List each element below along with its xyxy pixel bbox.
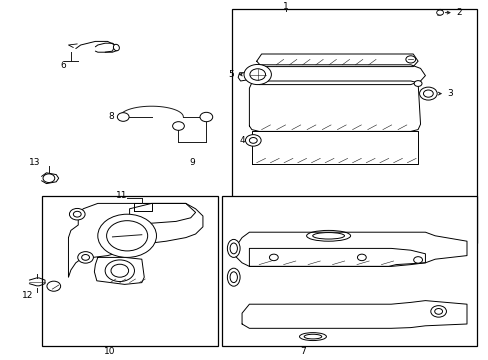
Text: 6: 6 (61, 61, 66, 70)
Text: 11: 11 (115, 191, 127, 199)
Circle shape (98, 214, 156, 257)
Text: 3: 3 (446, 89, 452, 98)
Circle shape (434, 309, 442, 314)
Text: 8: 8 (108, 112, 114, 121)
Text: 7: 7 (300, 346, 305, 356)
Circle shape (111, 264, 128, 277)
Circle shape (78, 252, 93, 263)
Circle shape (249, 138, 257, 143)
Circle shape (436, 10, 443, 15)
Circle shape (172, 122, 184, 130)
Text: 9: 9 (189, 158, 195, 167)
Circle shape (419, 87, 436, 100)
Circle shape (47, 281, 61, 291)
Circle shape (73, 211, 81, 217)
Ellipse shape (113, 44, 119, 51)
Circle shape (249, 69, 265, 80)
Circle shape (244, 64, 271, 85)
Text: 12: 12 (21, 291, 33, 300)
Circle shape (357, 254, 366, 261)
Ellipse shape (227, 268, 240, 286)
Bar (232, 9, 476, 243)
Ellipse shape (312, 233, 344, 239)
Ellipse shape (227, 239, 240, 257)
Circle shape (245, 135, 261, 146)
Circle shape (69, 208, 85, 220)
Circle shape (430, 306, 446, 317)
Text: 13: 13 (28, 158, 40, 167)
Circle shape (413, 81, 421, 86)
Circle shape (423, 90, 432, 97)
Text: 2: 2 (456, 8, 462, 17)
Circle shape (405, 56, 415, 63)
Bar (222, 196, 476, 346)
Bar (41, 196, 217, 346)
Circle shape (413, 257, 422, 263)
Circle shape (117, 113, 129, 121)
Circle shape (106, 221, 147, 251)
Circle shape (105, 260, 134, 282)
Ellipse shape (229, 272, 237, 283)
Text: 1: 1 (283, 2, 288, 11)
Text: 5: 5 (227, 70, 233, 79)
Ellipse shape (306, 230, 350, 241)
Text: 10: 10 (104, 346, 116, 356)
Text: 4: 4 (239, 136, 245, 145)
Circle shape (200, 112, 212, 122)
Circle shape (43, 174, 55, 183)
Circle shape (269, 254, 278, 261)
Ellipse shape (304, 334, 321, 339)
Ellipse shape (229, 243, 237, 254)
Ellipse shape (299, 333, 326, 341)
Circle shape (81, 255, 89, 260)
